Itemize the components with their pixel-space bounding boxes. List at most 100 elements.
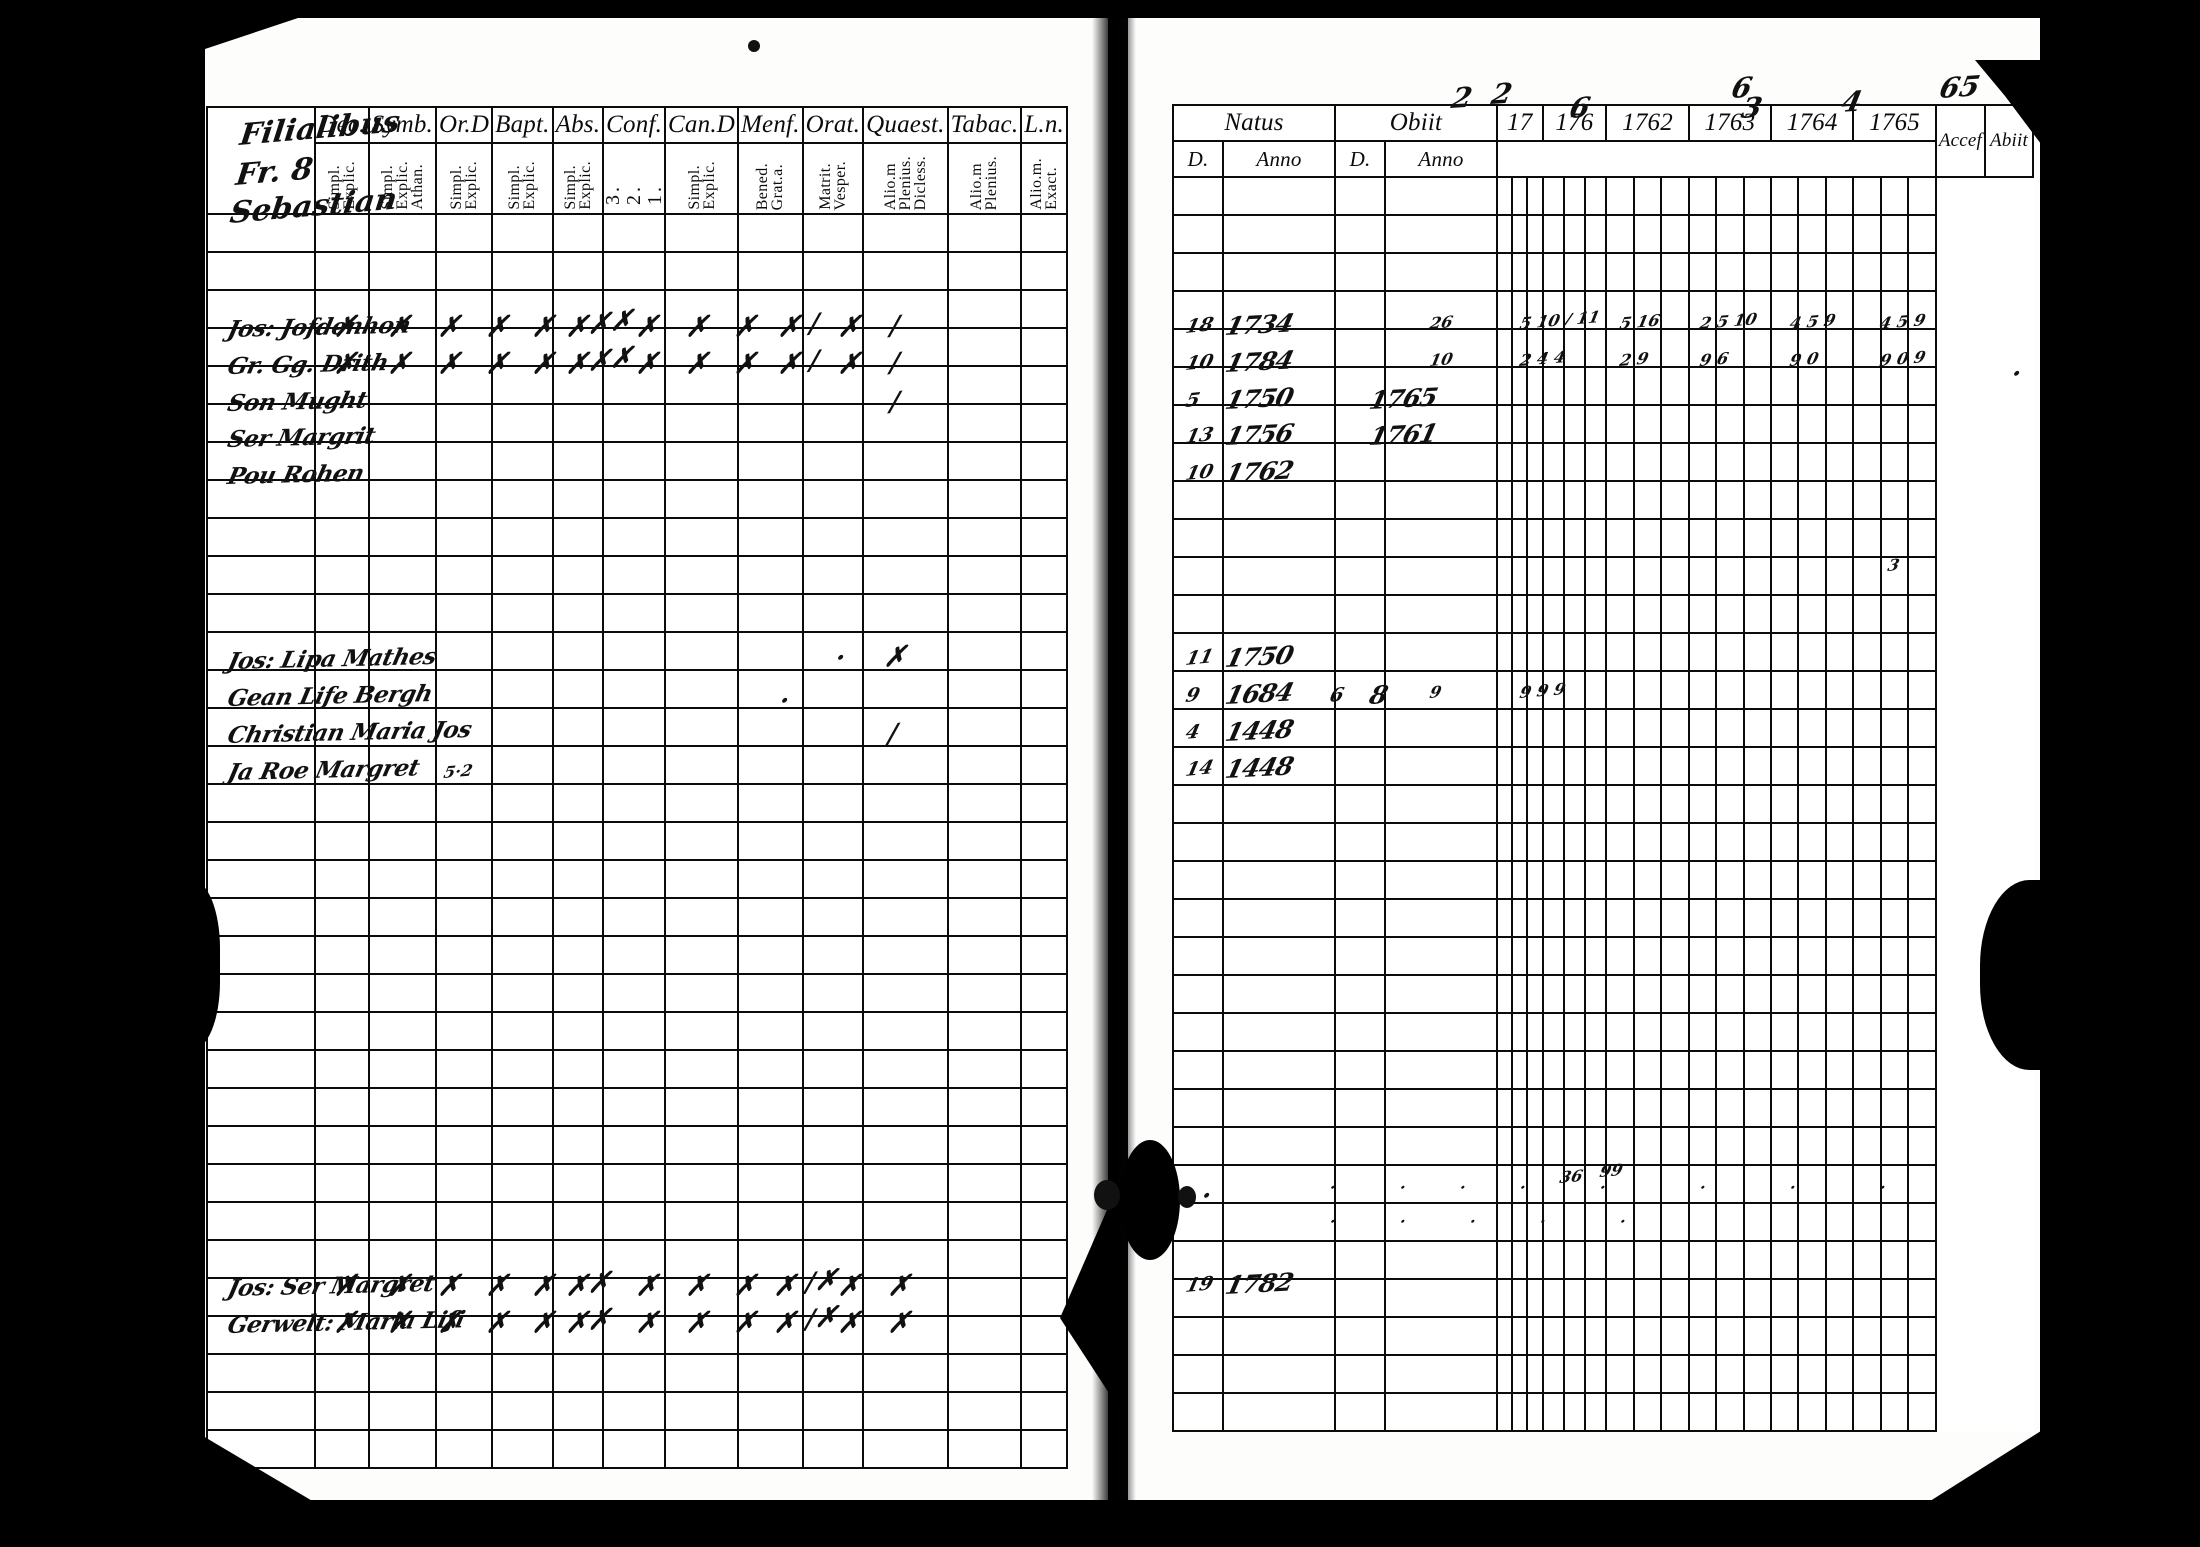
sacrament-mark-cell[interactable] [314, 1239, 370, 1279]
year-tally-cell[interactable] [1907, 1202, 1937, 1242]
sacrament-mark-cell[interactable] [602, 479, 667, 519]
year-tally-cell[interactable] [1770, 556, 1800, 596]
date-cell[interactable] [1222, 936, 1336, 976]
sacrament-mark-cell[interactable] [435, 479, 494, 519]
year-tally-cell[interactable] [1541, 1088, 1565, 1128]
year-tally-cell[interactable] [1879, 784, 1910, 824]
sacrament-mark-cell[interactable] [946, 1163, 1023, 1203]
year-tally-cell[interactable] [1797, 670, 1827, 710]
year-tally-cell[interactable] [1660, 1316, 1690, 1356]
year-tally-cell[interactable] [1770, 784, 1800, 824]
year-tally-cell[interactable] [1495, 1012, 1514, 1052]
sacrament-mark-cell[interactable] [551, 1201, 605, 1241]
year-tally-cell[interactable] [1632, 442, 1663, 482]
year-tally-cell[interactable] [1584, 936, 1608, 976]
year-tally-cell[interactable] [1715, 860, 1745, 900]
sacrament-mark-cell[interactable] [367, 251, 438, 291]
sacrament-mark-cell[interactable] [737, 289, 804, 329]
date-cell[interactable] [1334, 632, 1386, 672]
date-cell[interactable] [1222, 822, 1336, 862]
year-tally-cell[interactable] [1770, 442, 1800, 482]
table-row[interactable] [1172, 1278, 2033, 1318]
sacrament-mark-cell[interactable] [435, 1391, 494, 1431]
sacrament-mark-cell[interactable] [551, 289, 605, 329]
date-cell[interactable] [1384, 670, 1498, 710]
year-tally-cell[interactable] [1770, 1012, 1800, 1052]
year-tally-cell[interactable] [1687, 214, 1718, 254]
date-cell[interactable] [1384, 1316, 1498, 1356]
sacrament-mark-cell[interactable] [946, 1277, 1023, 1317]
year-tally-cell[interactable] [1824, 176, 1855, 216]
year-tally-cell[interactable] [1770, 214, 1800, 254]
year-tally-cell[interactable] [1687, 632, 1718, 672]
year-tally-cell[interactable] [1770, 1164, 1800, 1204]
sacrament-mark-cell[interactable] [946, 517, 1023, 557]
year-tally-cell[interactable] [1687, 1202, 1718, 1242]
sacrament-mark-cell[interactable] [314, 441, 370, 481]
table-row[interactable] [1172, 290, 2033, 330]
year-tally-cell[interactable] [1541, 898, 1565, 938]
sacrament-mark-cell[interactable] [367, 1087, 438, 1127]
year-tally-cell[interactable] [1562, 898, 1587, 938]
sacrament-mark-cell[interactable] [801, 1277, 865, 1317]
year-tally-cell[interactable] [1605, 518, 1635, 558]
year-tally-cell[interactable] [1511, 366, 1529, 406]
year-tally-cell[interactable] [1584, 1240, 1608, 1280]
sacrament-mark-cell[interactable] [314, 1011, 370, 1051]
year-tally-cell[interactable] [1632, 632, 1663, 672]
year-tally-cell[interactable] [1605, 708, 1635, 748]
date-cell[interactable] [1222, 518, 1336, 558]
year-tally-cell[interactable] [1907, 1126, 1937, 1166]
sacrament-mark-cell[interactable] [1020, 1429, 1068, 1469]
sacrament-mark-cell[interactable] [1020, 1087, 1068, 1127]
table-row[interactable] [205, 213, 1068, 253]
table-row[interactable] [1172, 822, 2033, 862]
date-cell[interactable] [1222, 974, 1336, 1014]
sacrament-mark-cell[interactable] [664, 213, 740, 253]
year-tally-cell[interactable] [1879, 632, 1910, 672]
sacrament-mark-cell[interactable] [314, 251, 370, 291]
year-tally-cell[interactable] [1907, 860, 1937, 900]
date-cell[interactable] [1384, 252, 1498, 292]
date-cell[interactable] [1384, 366, 1498, 406]
year-tally-cell[interactable] [1660, 1050, 1690, 1090]
sacrament-mark-cell[interactable] [664, 935, 740, 975]
year-tally-cell[interactable] [1584, 1012, 1608, 1052]
table-row[interactable] [205, 1163, 1068, 1203]
sacrament-mark-cell[interactable] [1020, 859, 1068, 899]
year-tally-cell[interactable] [1541, 1202, 1565, 1242]
year-tally-cell[interactable] [1715, 1126, 1745, 1166]
year-tally-cell[interactable] [1562, 1240, 1587, 1280]
sacrament-mark-cell[interactable] [551, 1429, 605, 1469]
year-tally-cell[interactable] [1660, 860, 1690, 900]
year-tally-cell[interactable] [1526, 594, 1544, 634]
year-tally-cell[interactable] [1562, 556, 1587, 596]
year-tally-cell[interactable] [1562, 1164, 1587, 1204]
sacrament-mark-cell[interactable] [664, 1011, 740, 1051]
year-tally-cell[interactable] [1687, 1316, 1718, 1356]
year-tally-cell[interactable] [1797, 556, 1827, 596]
table-row[interactable] [1172, 1088, 2033, 1128]
sacrament-mark-cell[interactable] [946, 669, 1023, 709]
date-cell[interactable] [1222, 480, 1336, 520]
sacrament-mark-cell[interactable] [602, 745, 667, 785]
year-tally-cell[interactable] [1605, 480, 1635, 520]
year-tally-cell[interactable] [1660, 746, 1690, 786]
year-tally-cell[interactable] [1660, 328, 1690, 368]
year-tally-cell[interactable] [1562, 1202, 1587, 1242]
sacrament-mark-cell[interactable] [551, 1277, 605, 1317]
year-tally-cell[interactable] [1824, 480, 1855, 520]
sacrament-mark-cell[interactable] [862, 365, 949, 405]
year-tally-cell[interactable] [1852, 328, 1882, 368]
date-cell[interactable] [1384, 1278, 1498, 1318]
register-name-cell[interactable] [205, 555, 317, 595]
sacrament-mark-cell[interactable] [491, 1277, 554, 1317]
sacrament-mark-cell[interactable] [801, 479, 865, 519]
register-name-cell[interactable] [205, 479, 317, 519]
date-cell[interactable] [1384, 746, 1498, 786]
sacrament-mark-cell[interactable] [602, 859, 667, 899]
register-name-cell[interactable] [205, 1239, 317, 1279]
date-cell[interactable] [1222, 784, 1336, 824]
year-tally-cell[interactable] [1495, 1088, 1514, 1128]
sacrament-mark-cell[interactable] [491, 783, 554, 823]
